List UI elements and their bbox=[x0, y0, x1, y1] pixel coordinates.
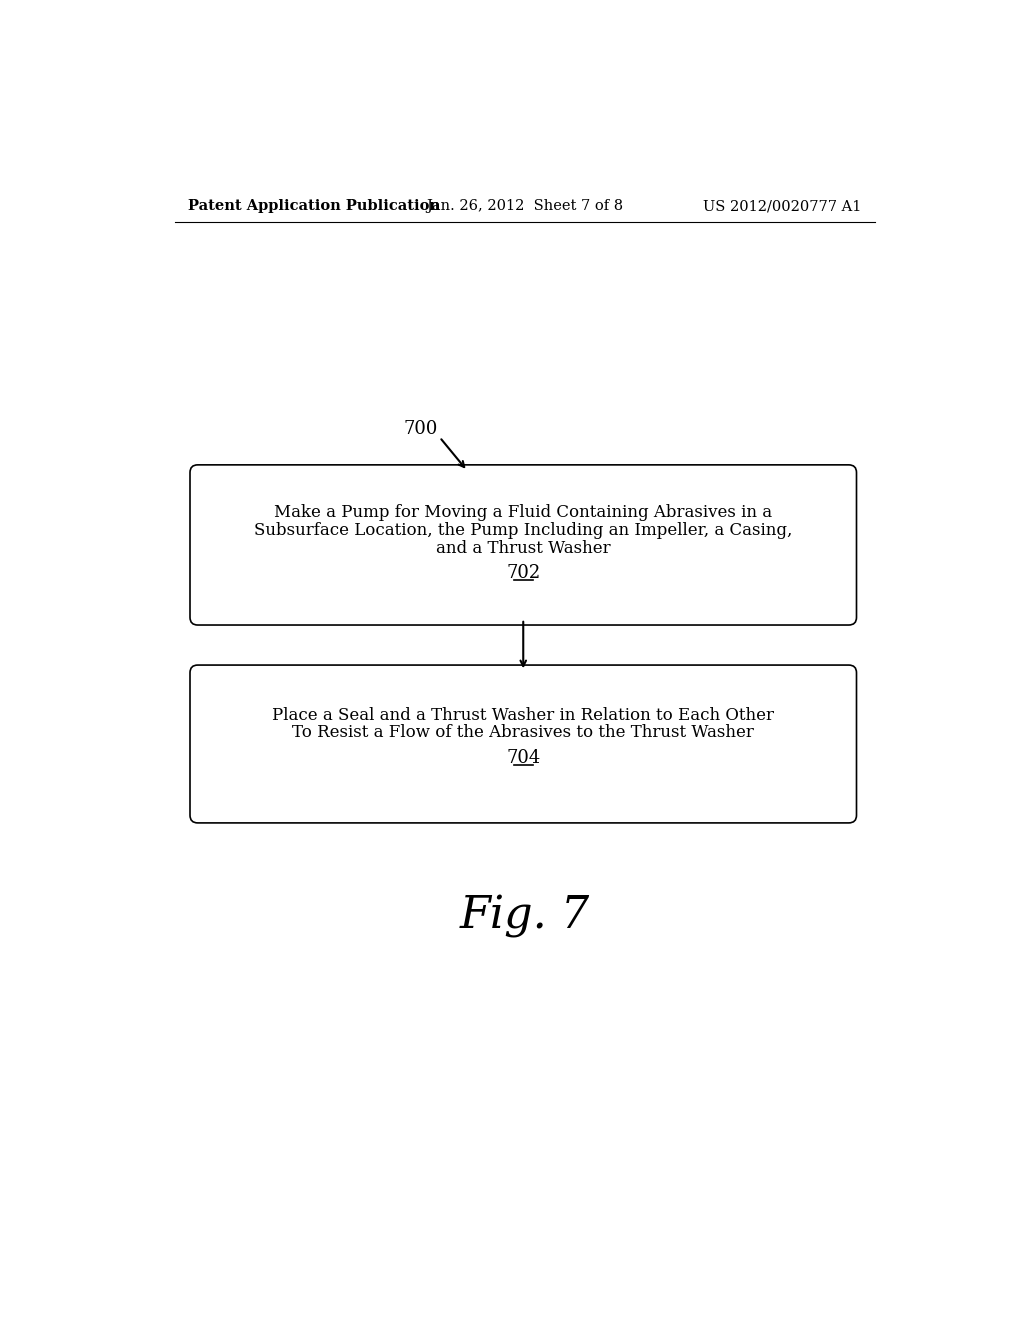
Text: To Resist a Flow of the Abrasives to the Thrust Washer: To Resist a Flow of the Abrasives to the… bbox=[292, 725, 755, 742]
Text: US 2012/0020777 A1: US 2012/0020777 A1 bbox=[702, 199, 861, 213]
FancyBboxPatch shape bbox=[190, 665, 856, 822]
Text: 700: 700 bbox=[403, 421, 438, 438]
Text: Patent Application Publication: Patent Application Publication bbox=[188, 199, 440, 213]
Text: Fig. 7: Fig. 7 bbox=[460, 895, 590, 939]
Text: Place a Seal and a Thrust Washer in Relation to Each Other: Place a Seal and a Thrust Washer in Rela… bbox=[272, 706, 774, 723]
Text: 704: 704 bbox=[506, 750, 541, 767]
Text: 702: 702 bbox=[506, 565, 541, 582]
FancyBboxPatch shape bbox=[190, 465, 856, 626]
Text: Jan. 26, 2012  Sheet 7 of 8: Jan. 26, 2012 Sheet 7 of 8 bbox=[426, 199, 624, 213]
Text: and a Thrust Washer: and a Thrust Washer bbox=[436, 540, 610, 557]
Text: Make a Pump for Moving a Fluid Containing Abrasives in a: Make a Pump for Moving a Fluid Containin… bbox=[274, 504, 772, 521]
Text: Subsurface Location, the Pump Including an Impeller, a Casing,: Subsurface Location, the Pump Including … bbox=[254, 521, 793, 539]
